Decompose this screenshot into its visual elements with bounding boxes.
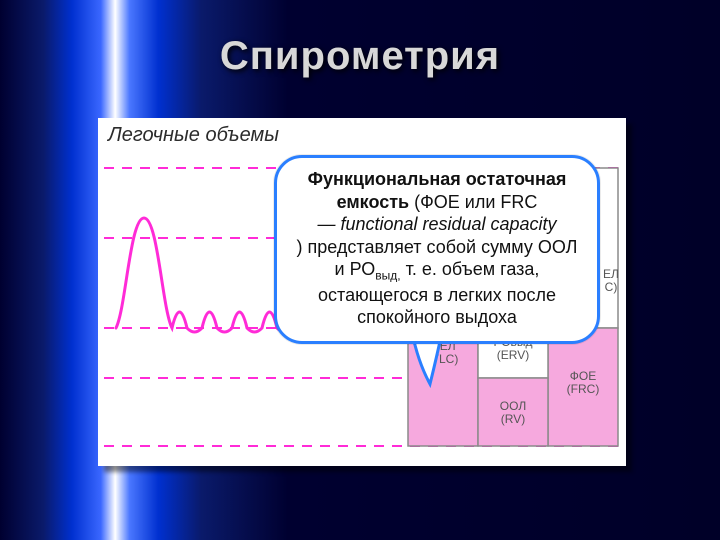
label-ool: ООЛ(RV) — [478, 400, 548, 426]
callout-line2: — functional residual capacity — [317, 214, 556, 234]
label-oel: ОЕЛ(TLC) — [408, 340, 478, 366]
callout-line1: Функциональная остаточная емкость (ФОЕ и… — [308, 169, 567, 212]
slide-title: Спирометрия — [0, 34, 720, 79]
callout-bubble: Функциональная остаточная емкость (ФОЕ и… — [274, 155, 600, 344]
label-foe: ФОЕ(FRC) — [548, 370, 618, 396]
label-jel: ЕЛС) — [596, 268, 626, 294]
callout-line3: ) представляет собой сумму ООЛ и РОвыд, … — [297, 237, 578, 328]
